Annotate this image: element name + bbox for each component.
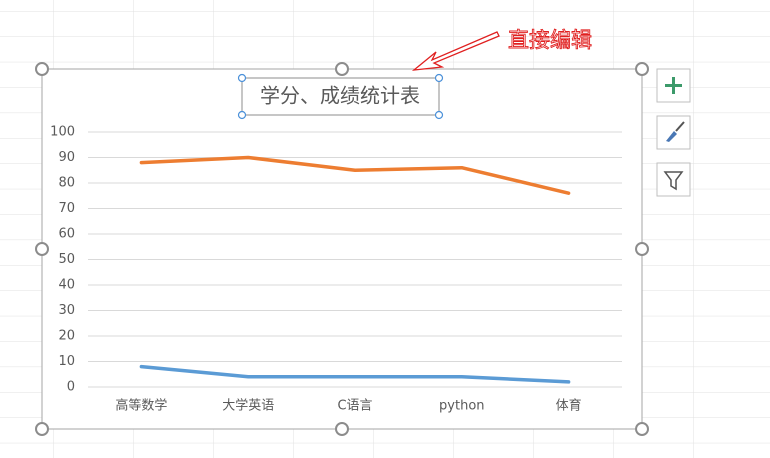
annotation-arrow xyxy=(411,31,500,71)
y-tick-label: 30 xyxy=(58,303,75,318)
annotation: 直接编辑 xyxy=(508,28,592,52)
chart-handles[interactable] xyxy=(35,62,649,436)
y-tick-label: 60 xyxy=(58,227,75,242)
series-line xyxy=(139,364,571,384)
y-tick-label: 40 xyxy=(58,278,75,293)
side-buttons[interactable] xyxy=(656,68,691,197)
y-tick-label: 80 xyxy=(58,176,75,191)
y-tick-label: 0 xyxy=(67,380,75,395)
y-tick-label: 100 xyxy=(50,125,75,140)
y-tick-label: 10 xyxy=(58,354,75,369)
y-tick-label: 90 xyxy=(58,150,75,165)
x-tick-label: python xyxy=(439,399,484,414)
y-tick-label: 70 xyxy=(58,201,75,216)
y-tick-label: 50 xyxy=(58,252,75,267)
x-tick-label: 体育 xyxy=(556,398,582,414)
y-tick-label: 20 xyxy=(58,329,75,344)
x-tick-label: C语言 xyxy=(337,399,372,414)
series-line xyxy=(139,155,571,195)
title-box[interactable] xyxy=(241,77,440,116)
x-tick-label: 高等数学 xyxy=(115,398,167,414)
chart-frame[interactable] xyxy=(41,68,643,430)
plot: 0 10 20 30 40 50 60 70 80 90 100 高等数学 大学英语 C语言 python 体… xyxy=(50,125,622,414)
x-tick-label: 大学英语 xyxy=(222,398,274,414)
title-handles xyxy=(237,73,444,120)
chart-title: 学分、成绩统计表 xyxy=(260,84,420,108)
